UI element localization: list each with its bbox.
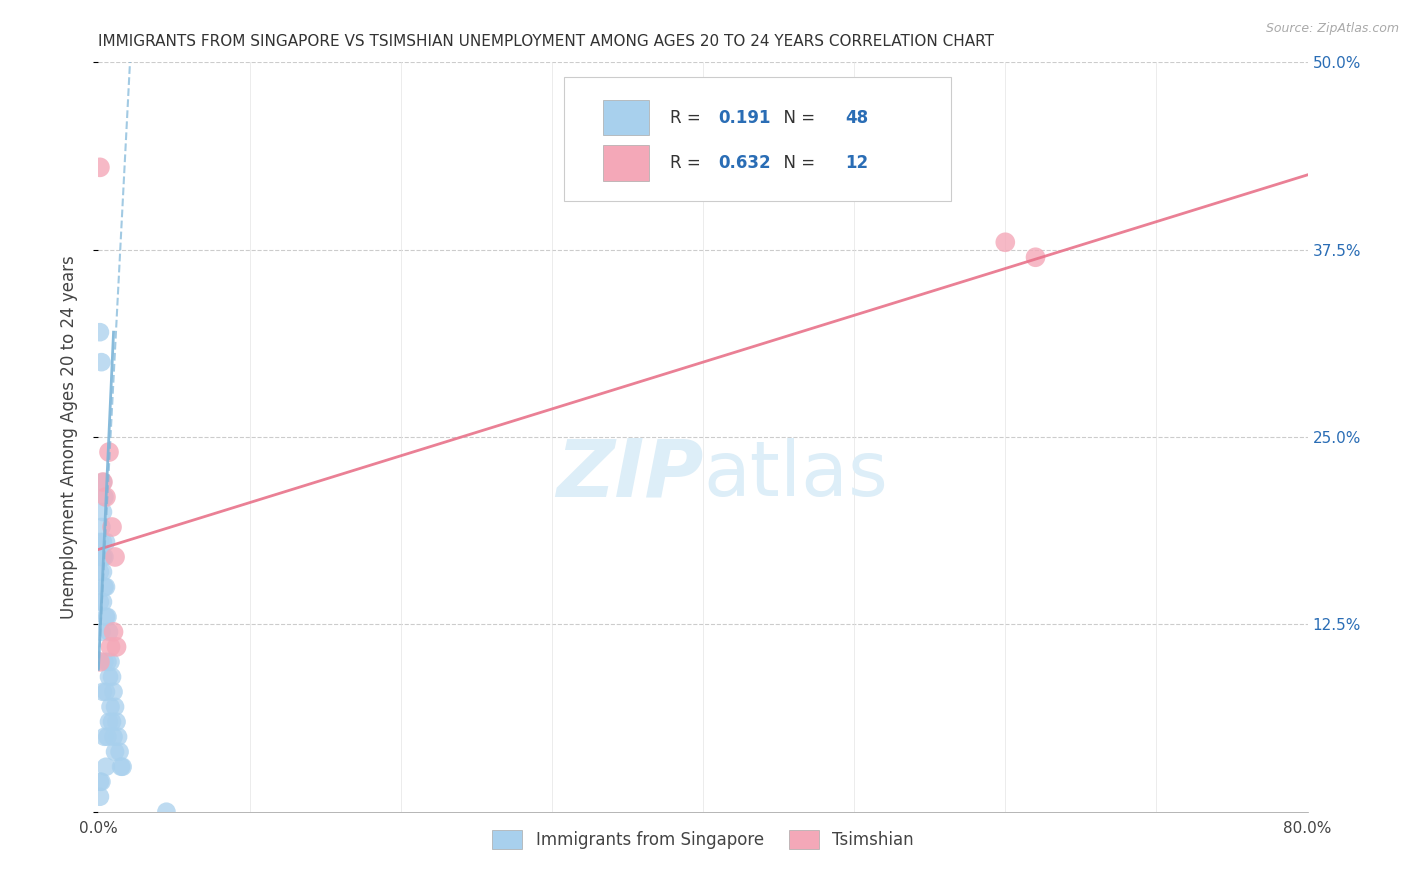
Point — [91, 535, 114, 549]
Point — [111, 760, 134, 774]
Point — [104, 699, 127, 714]
Text: 0.191: 0.191 — [718, 109, 772, 127]
Point — [91, 475, 114, 489]
Point — [96, 730, 118, 744]
Point — [91, 549, 114, 564]
Point — [98, 445, 121, 459]
Point — [94, 760, 117, 774]
Point — [155, 805, 177, 819]
Point — [98, 670, 121, 684]
Point — [89, 774, 111, 789]
Point — [1024, 250, 1046, 264]
Point — [107, 730, 129, 744]
Point — [101, 520, 124, 534]
Point — [105, 714, 128, 729]
Point — [103, 624, 125, 639]
Text: 48: 48 — [845, 109, 869, 127]
Point — [108, 745, 131, 759]
Text: IMMIGRANTS FROM SINGAPORE VS TSIMSHIAN UNEMPLOYMENT AMONG AGES 20 TO 24 YEARS CO: IMMIGRANTS FROM SINGAPORE VS TSIMSHIAN U… — [98, 34, 994, 49]
Point — [100, 699, 122, 714]
Point — [90, 549, 112, 564]
Point — [91, 565, 114, 579]
Point — [104, 549, 127, 564]
Point — [94, 610, 117, 624]
Point — [101, 714, 124, 729]
Text: Source: ZipAtlas.com: Source: ZipAtlas.com — [1265, 22, 1399, 36]
Point — [91, 475, 114, 489]
Point — [93, 655, 115, 669]
Point — [104, 745, 127, 759]
Point — [98, 714, 121, 729]
FancyBboxPatch shape — [564, 78, 950, 201]
Text: atlas: atlas — [703, 438, 887, 511]
Point — [94, 685, 117, 699]
Point — [96, 655, 118, 669]
Text: R =: R = — [671, 109, 706, 127]
Point — [93, 549, 115, 564]
Point — [94, 535, 117, 549]
Point — [90, 520, 112, 534]
Point — [90, 624, 112, 639]
Point — [100, 640, 122, 654]
Point — [89, 789, 111, 804]
Point — [105, 640, 128, 654]
Point — [91, 505, 114, 519]
Point — [101, 670, 124, 684]
Point — [103, 730, 125, 744]
Point — [110, 760, 132, 774]
Point — [89, 595, 111, 609]
Point — [90, 355, 112, 369]
Text: ZIP: ZIP — [555, 435, 703, 514]
Point — [98, 624, 121, 639]
Text: N =: N = — [773, 154, 821, 172]
Point — [89, 325, 111, 339]
Point — [93, 730, 115, 744]
Point — [89, 535, 111, 549]
Point — [89, 161, 111, 175]
Point — [94, 490, 117, 504]
Text: 12: 12 — [845, 154, 869, 172]
Point — [994, 235, 1017, 250]
Text: 0.632: 0.632 — [718, 154, 772, 172]
Text: N =: N = — [773, 109, 821, 127]
Bar — [603, 100, 648, 136]
Point — [93, 580, 115, 594]
Point — [96, 610, 118, 624]
Point — [100, 655, 122, 669]
Point — [89, 655, 111, 669]
Text: R =: R = — [671, 154, 706, 172]
Point — [93, 490, 115, 504]
Legend: Immigrants from Singapore, Tsimshian: Immigrants from Singapore, Tsimshian — [485, 823, 921, 855]
Point — [94, 580, 117, 594]
Point — [91, 595, 114, 609]
Point — [103, 685, 125, 699]
Y-axis label: Unemployment Among Ages 20 to 24 years: Unemployment Among Ages 20 to 24 years — [59, 255, 77, 619]
Point — [91, 685, 114, 699]
Point — [90, 774, 112, 789]
Bar — [603, 145, 648, 181]
Point — [89, 565, 111, 579]
